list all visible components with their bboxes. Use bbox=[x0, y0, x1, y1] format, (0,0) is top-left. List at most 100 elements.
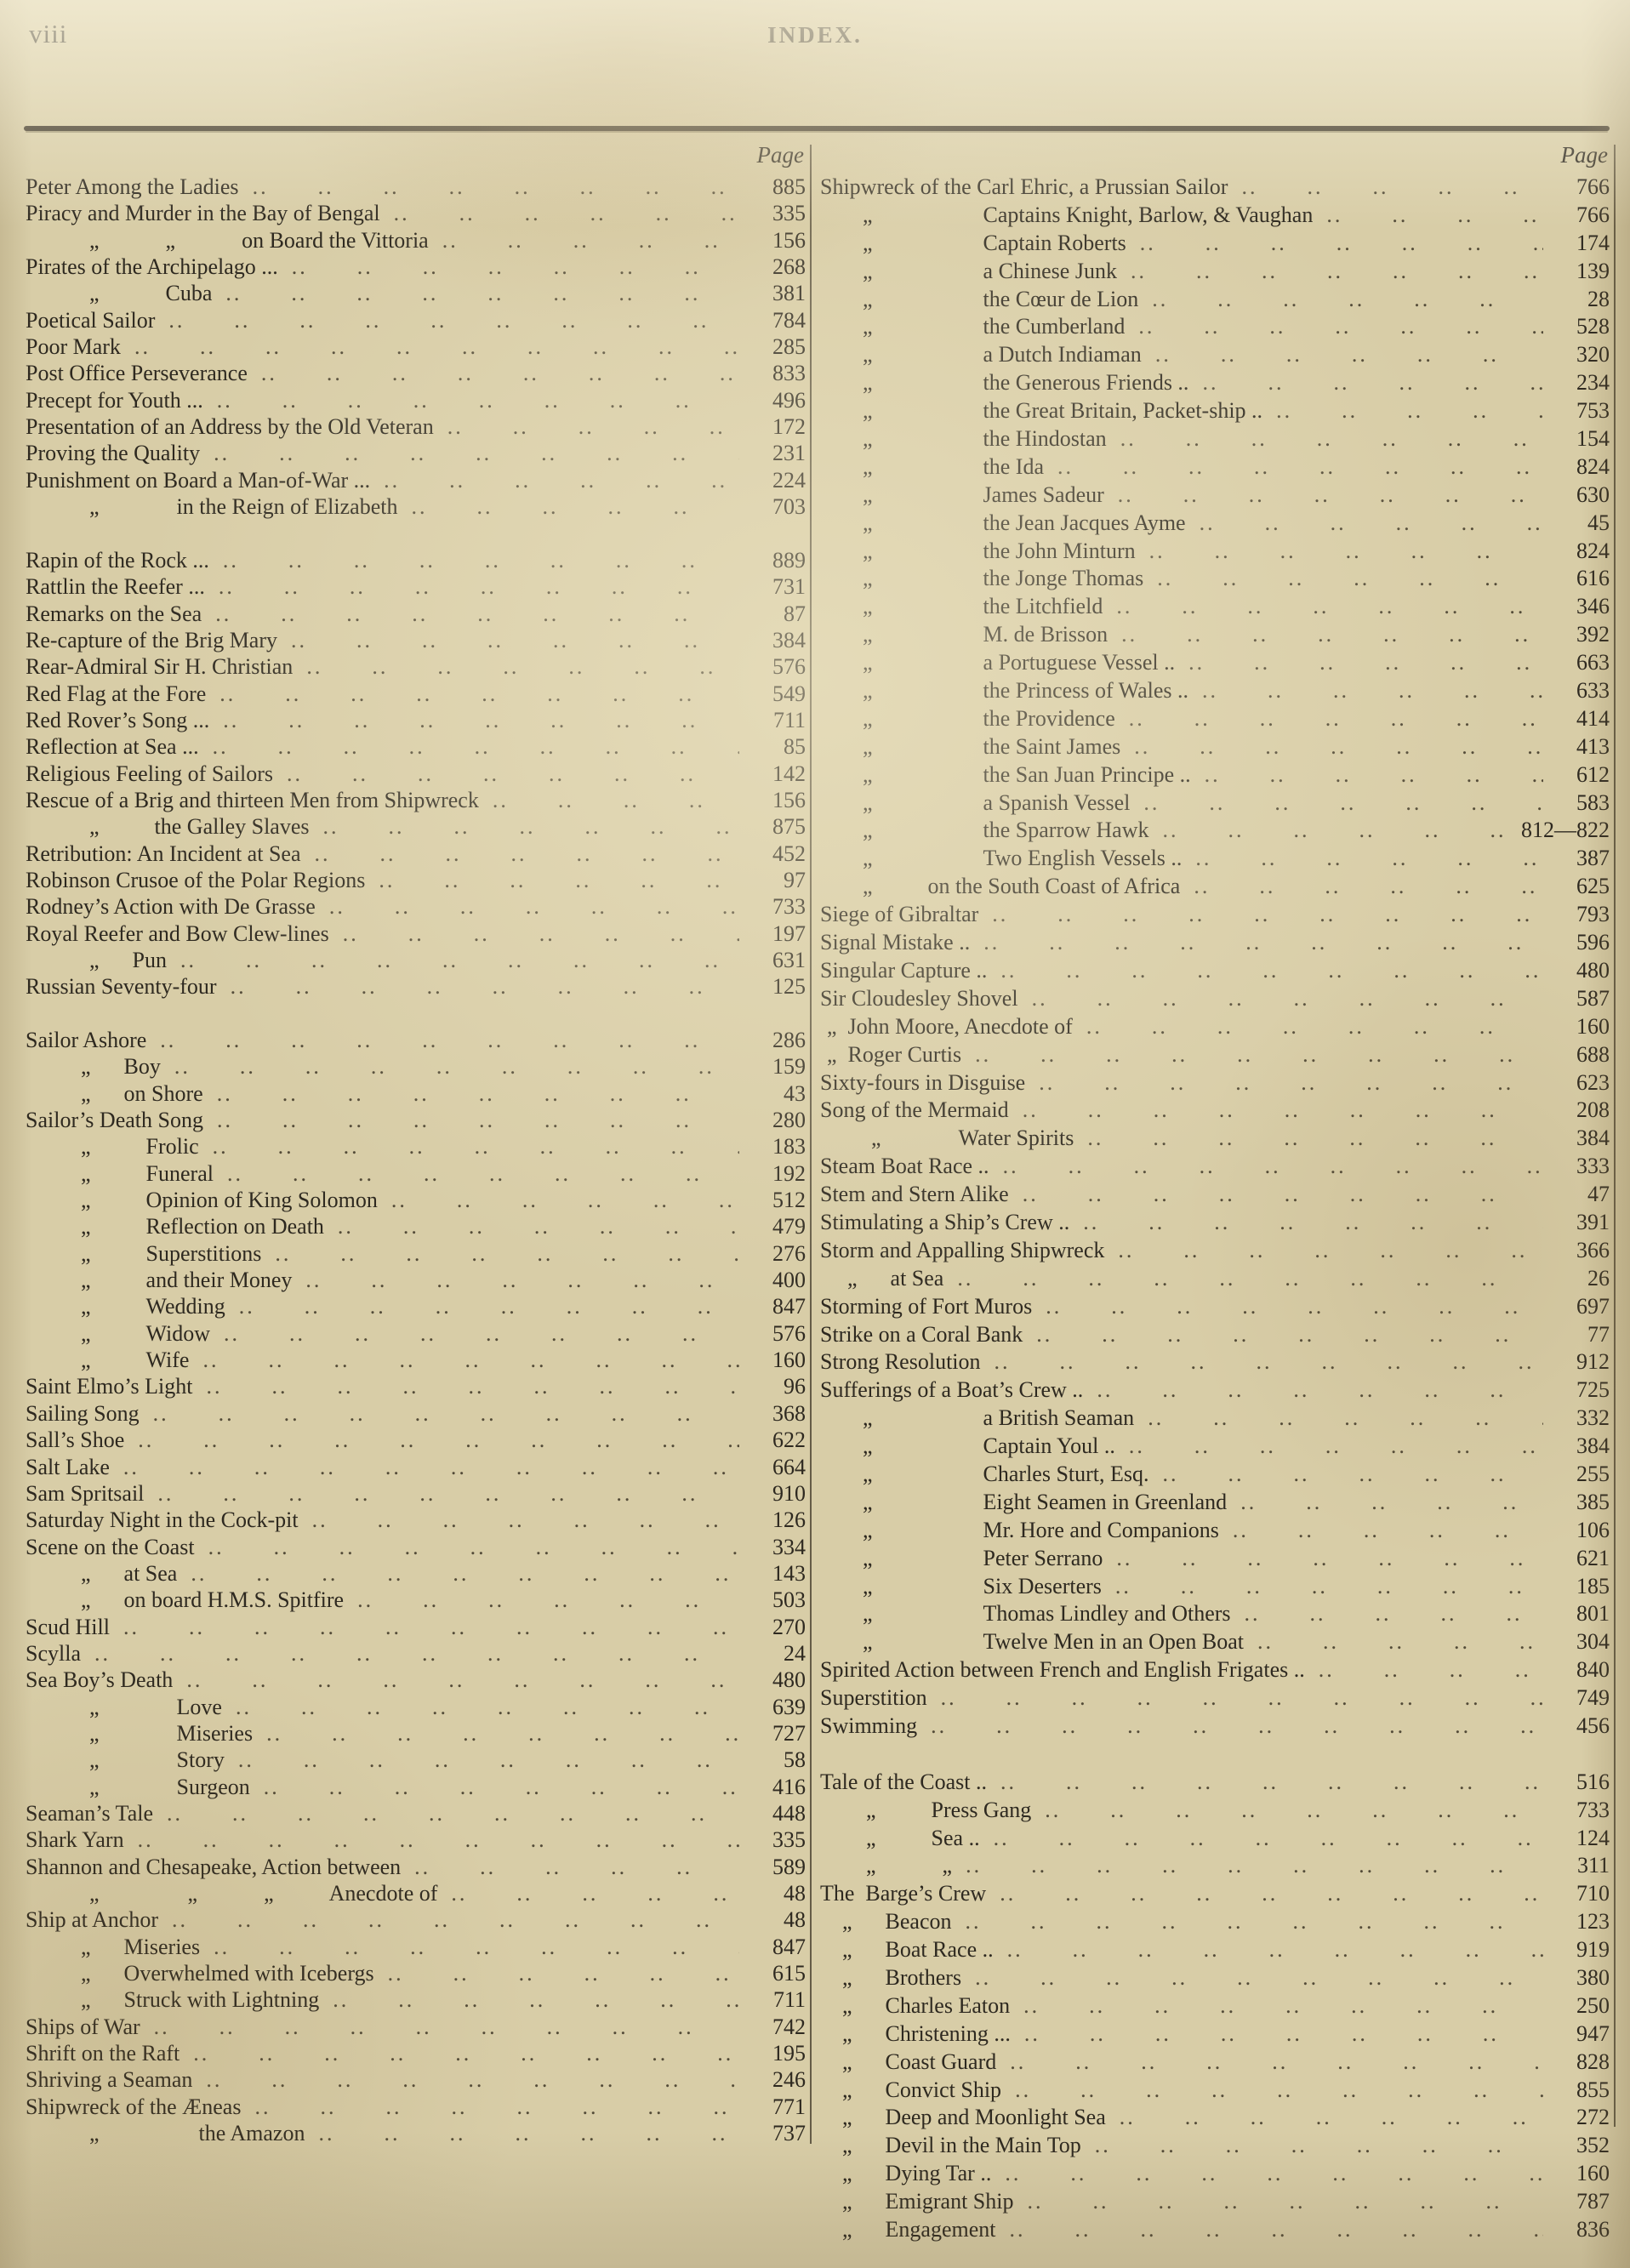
dot-leader: .. .. .. .. .. .. .. .. .. .. .. .. .. .… bbox=[1134, 733, 1543, 759]
index-column-right: Page Shipwreck of the Carl Ehric, a Prus… bbox=[820, 136, 1613, 2244]
page-number: 368 bbox=[772, 1400, 806, 1426]
index-row: „ Deep and Moonlight Sea .. .. .. .. .. … bbox=[820, 2104, 1613, 2132]
entry-title: Ships of War bbox=[26, 2014, 140, 2039]
entry-title: Steam Boat Race .. bbox=[820, 1154, 989, 1179]
entry-title: Red Rover’s Song ... bbox=[26, 707, 210, 732]
index-row: „ a Portuguese Vessel .. .. .. .. .. .. … bbox=[820, 649, 1613, 677]
entry-title: Re-capture of the Brig Mary bbox=[26, 627, 278, 652]
dot-leader: .. .. .. .. .. .. .. .. .. .. .. .. .. .… bbox=[216, 1108, 739, 1133]
page-number: 771 bbox=[772, 2094, 806, 2119]
entry-title: „ Love bbox=[89, 1694, 222, 1719]
entry-title: „ Boat Race .. bbox=[842, 1937, 994, 1963]
dot-leader: .. .. .. .. .. .. .. .. .. .. .. .. .. .… bbox=[931, 1712, 1543, 1738]
dot-leader: .. .. .. .. .. .. .. .. .. .. .. .. .. .… bbox=[1002, 1154, 1543, 1179]
index-row: „ a Spanish Vessel .. .. .. .. .. .. .. … bbox=[820, 789, 1613, 818]
entry-title: „ Charles Eaton bbox=[842, 1992, 1011, 2018]
page-number: 413 bbox=[1576, 733, 1610, 759]
dot-leader: .. .. .. .. .. .. .. .. .. .. .. .. .. .… bbox=[1023, 2020, 1543, 2046]
dot-leader: .. .. .. .. .. .. .. .. .. .. .. .. .. .… bbox=[206, 2067, 739, 2093]
entry-title: Peter Among the Ladies bbox=[26, 174, 239, 199]
index-row: Signal Mistake .. .. .. .. .. .. .. .. .… bbox=[820, 929, 1613, 957]
entry-title: Stimulating a Ship’s Crew .. bbox=[820, 1209, 1070, 1234]
index-row: Salt Lake .. .. .. .. .. .. .. .. .. .. … bbox=[26, 1454, 809, 1480]
dot-leader: .. .. .. .. .. .. .. .. .. .. .. .. .. .… bbox=[1097, 1377, 1543, 1403]
index-row: „ the Jean Jacques Ayme .. .. .. .. .. .… bbox=[820, 510, 1613, 538]
index-row: „ Wedding .. .. .. .. .. .. .. .. .. .. … bbox=[26, 1293, 809, 1319]
dot-leader: .. .. .. .. .. .. .. .. .. .. .. .. .. .… bbox=[1039, 1069, 1543, 1095]
dot-leader: .. .. .. .. .. .. .. .. .. .. .. .. .. .… bbox=[1202, 678, 1543, 704]
page-number: 664 bbox=[772, 1454, 806, 1479]
page-number: 124 bbox=[1576, 1825, 1610, 1850]
index-row: Storm and Appalling Shipwreck .. .. .. .… bbox=[820, 1237, 1613, 1265]
page-number: 45 bbox=[1587, 510, 1610, 535]
index-row: Singular Capture .. .. .. .. .. .. .. ..… bbox=[820, 957, 1613, 985]
dot-leader: .. .. .. .. .. .. .. .. .. .. .. .. .. .… bbox=[1009, 2217, 1544, 2242]
index-row: „ Water Spirits .. .. .. .. .. .. .. .. … bbox=[820, 1125, 1613, 1153]
index-row: „ Captain Youl .. .. .. .. .. .. .. .. .… bbox=[820, 1433, 1613, 1461]
page-number: 159 bbox=[772, 1054, 806, 1080]
page-number: 416 bbox=[772, 1774, 806, 1799]
entry-title: Russian Seventy-four bbox=[26, 974, 217, 1000]
page-number: 737 bbox=[772, 2121, 806, 2146]
index-row: „ Emigrant Ship .. .. .. .. .. .. .. .. … bbox=[820, 2188, 1613, 2216]
entry-title: „ the Great Britain, Packet-ship .. bbox=[863, 398, 1263, 424]
entry-title: „ a Portuguese Vessel .. bbox=[863, 650, 1176, 675]
entry-title: Rapin of the Rock ... bbox=[26, 547, 209, 573]
dot-leader: .. .. .. .. .. .. .. .. .. .. .. .. .. .… bbox=[238, 1294, 739, 1319]
index-row: „ Beacon .. .. .. .. .. .. .. .. .. .. .… bbox=[820, 1908, 1613, 1936]
entry-title: Sall’s Shoe bbox=[26, 1427, 125, 1453]
entry-title: „ Devil in the Main Top bbox=[842, 2133, 1081, 2158]
entry-title: „ Surgeon bbox=[89, 1774, 250, 1799]
entry-title: Sufferings of a Boat’s Crew .. bbox=[820, 1377, 1084, 1403]
index-row: Steam Boat Race .. .. .. .. .. .. .. .. … bbox=[820, 1153, 1613, 1181]
entry-title: Pirates of the Archipelago ... bbox=[26, 254, 278, 280]
page-title: INDEX. bbox=[767, 22, 863, 48]
page-number: 154 bbox=[1576, 426, 1610, 452]
page-number: 414 bbox=[1576, 705, 1610, 731]
page-number: 496 bbox=[772, 387, 806, 413]
dot-leader: .. .. .. .. .. .. .. .. .. .. .. .. .. .… bbox=[123, 1454, 739, 1479]
dot-leader: .. .. .. .. .. .. .. .. .. .. .. .. .. .… bbox=[411, 494, 739, 520]
dot-leader: .. .. .. .. .. .. .. .. .. .. .. .. .. .… bbox=[263, 1774, 739, 1799]
page-number: 268 bbox=[772, 254, 806, 280]
index-row: Seaman’s Tale .. .. .. .. .. .. .. .. ..… bbox=[26, 1800, 809, 1826]
page-number: 480 bbox=[1576, 957, 1610, 983]
entry-title: „ Coast Guard bbox=[842, 2049, 997, 2074]
dot-leader: .. .. .. .. .. .. .. .. .. .. .. .. .. .… bbox=[138, 1427, 739, 1453]
page-number: 286 bbox=[772, 1028, 806, 1052]
dot-leader: .. .. .. .. .. .. .. .. .. .. .. .. .. .… bbox=[193, 2041, 739, 2066]
dot-leader: .. .. .. .. .. .. .. .. .. .. .. .. .. .… bbox=[1027, 2189, 1543, 2214]
index-row: Peter Among the Ladies .. .. .. .. .. ..… bbox=[26, 174, 809, 200]
index-row: Ships of War .. .. .. .. .. .. .. .. .. … bbox=[26, 2014, 809, 2040]
page-number: 889 bbox=[772, 547, 806, 573]
page-number: 123 bbox=[1576, 1909, 1610, 1935]
index-row: Shrift on the Raft .. .. .. .. .. .. .. … bbox=[26, 2040, 809, 2066]
dot-leader: .. .. .. .. .. .. .. .. .. .. .. .. .. .… bbox=[1118, 1237, 1543, 1262]
dot-leader: .. .. .. .. .. .. .. .. .. .. .. .. .. .… bbox=[1128, 1433, 1543, 1459]
dot-leader: .. .. .. .. .. .. .. .. .. .. .. .. .. .… bbox=[224, 1320, 739, 1346]
dot-leader: .. .. .. .. .. .. .. .. .. .. .. .. .. .… bbox=[1128, 705, 1543, 731]
index-row: „ Funeral .. .. .. .. .. .. .. .. .. .. … bbox=[26, 1160, 809, 1187]
index-row: Shark Yarn .. .. .. .. .. .. .. .. .. ..… bbox=[26, 1826, 809, 1853]
page-edge-line bbox=[1614, 145, 1616, 2127]
dot-leader: .. .. .. .. .. .. .. .. .. .. .. .. .. .… bbox=[186, 1667, 739, 1693]
index-row: „ Boy .. .. .. .. .. .. .. .. .. .. .. .… bbox=[26, 1053, 809, 1080]
page-number: 366 bbox=[1576, 1237, 1610, 1262]
page-column-header-right: Page bbox=[1560, 142, 1608, 168]
index-row: Shipwreck of the Æneas .. .. .. .. .. ..… bbox=[26, 2094, 809, 2120]
dot-leader: .. .. .. .. .. .. .. .. .. .. .. .. .. .… bbox=[1086, 1013, 1543, 1039]
index-row: „ the Hindostan .. .. .. .. .. .. .. .. … bbox=[820, 425, 1613, 453]
page-number: 304 bbox=[1576, 1629, 1610, 1655]
dot-leader: .. .. .. .. .. .. .. .. .. .. .. .. .. .… bbox=[311, 1507, 739, 1533]
entry-title: „ Opinion of King Solomon bbox=[81, 1188, 378, 1213]
dot-leader: .. .. .. .. .. .. .. .. .. .. .. .. .. .… bbox=[208, 1534, 739, 1559]
page-number: 250 bbox=[1576, 1992, 1610, 2018]
index-row: Sixty-fours in Disguise .. .. .. .. .. .… bbox=[820, 1069, 1613, 1097]
entry-title: Signal Mistake .. bbox=[820, 930, 971, 955]
index-row: „ a British Seaman .. .. .. .. .. .. .. … bbox=[820, 1405, 1613, 1433]
dot-leader: .. .. .. .. .. .. .. .. .. .. .. .. .. .… bbox=[442, 227, 739, 253]
page-number: 912 bbox=[1576, 1349, 1610, 1375]
dot-leader: .. .. .. .. .. .. .. .. .. .. .. .. .. .… bbox=[152, 1400, 739, 1426]
page-number: 616 bbox=[1576, 566, 1610, 591]
dot-leader: .. .. .. .. .. .. .. .. .. .. .. .. .. .… bbox=[1045, 1797, 1543, 1822]
